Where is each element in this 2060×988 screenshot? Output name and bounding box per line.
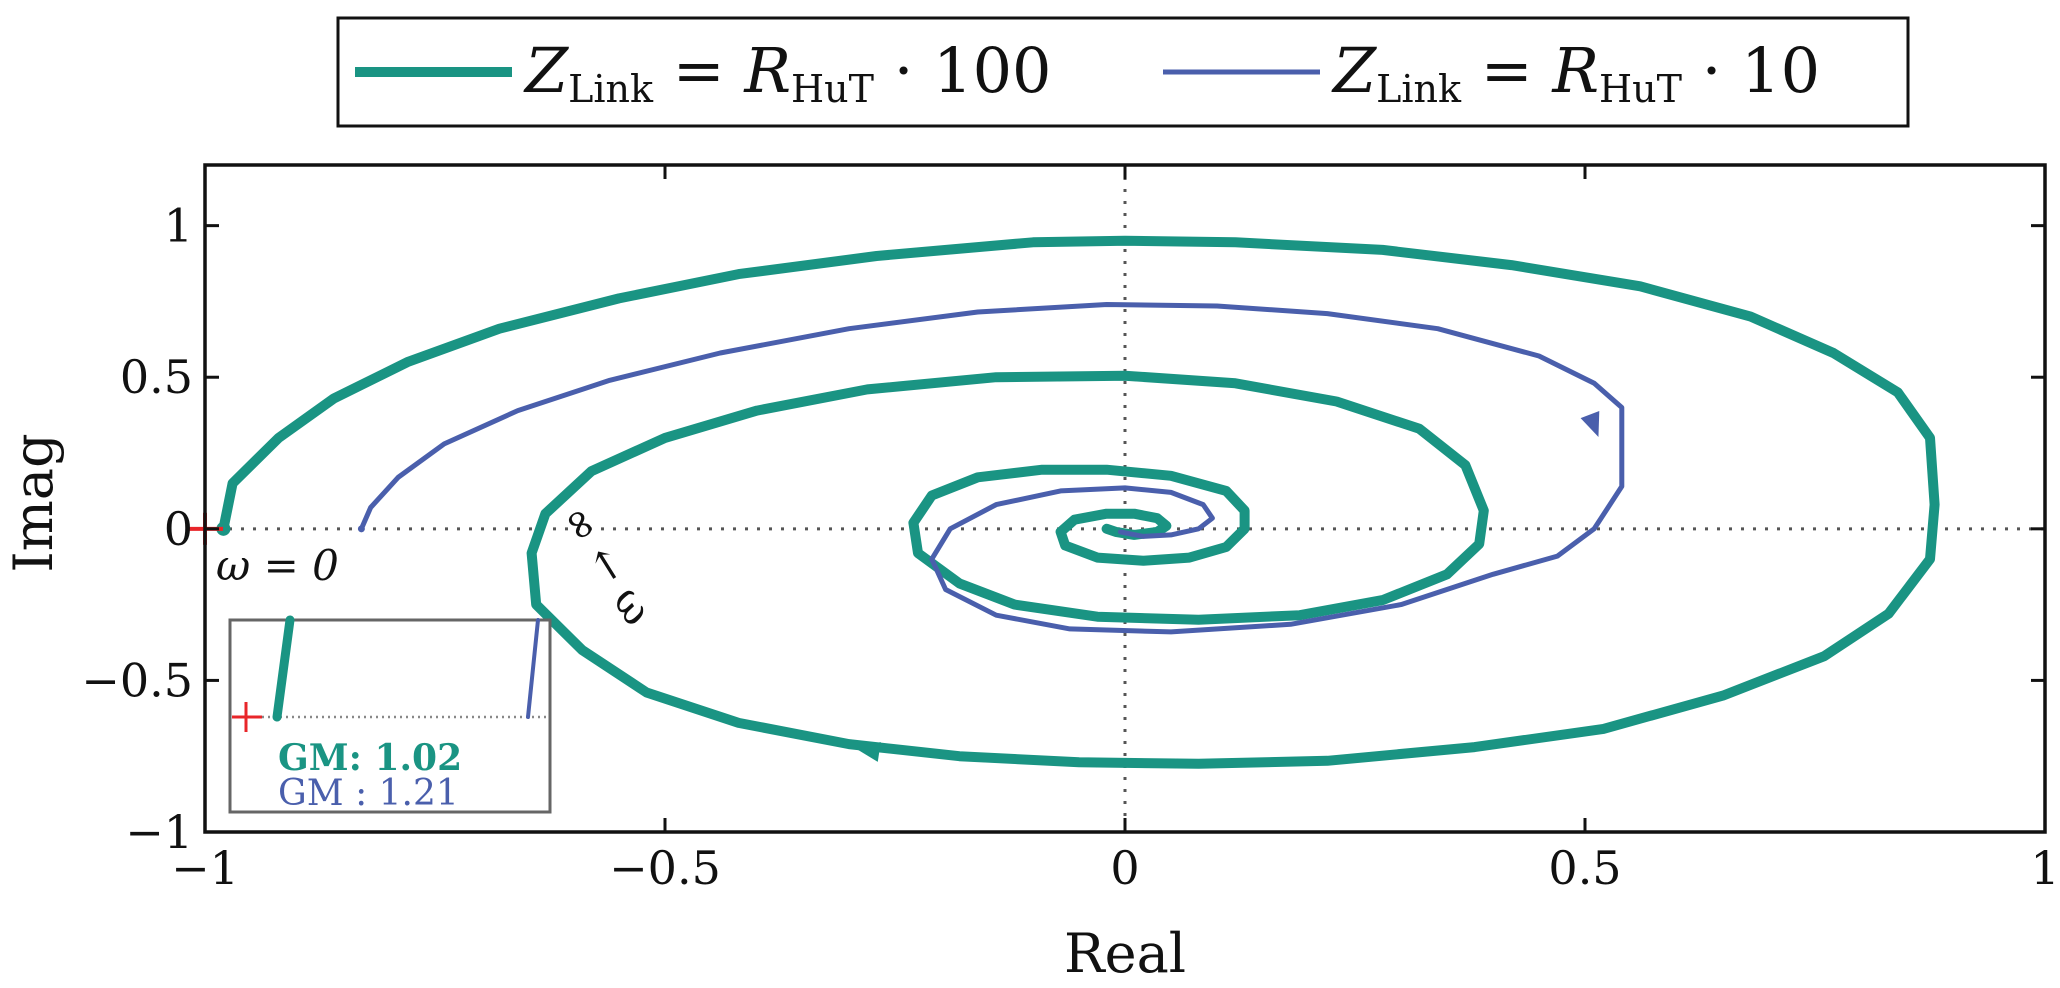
y-tick-label: 0 bbox=[164, 502, 193, 556]
omega-zero-label: ω = 0 bbox=[216, 541, 339, 590]
series-2-arrow bbox=[1580, 410, 1600, 437]
y-tick-label: −0.5 bbox=[81, 653, 193, 707]
y-axis-label: Imag bbox=[2, 433, 65, 572]
y-tick-label: 1 bbox=[164, 199, 193, 253]
x-tick-label: −0.5 bbox=[609, 841, 721, 895]
series-1-arrow bbox=[855, 742, 881, 762]
series-2-start bbox=[357, 525, 365, 533]
legend-label-series-1: ZLink = RHuT · 100 bbox=[523, 34, 1051, 111]
legend-label-series-2: ZLink = RHuT · 10 bbox=[1331, 34, 1820, 111]
series-1-start bbox=[216, 521, 231, 536]
y-tick-label: −1 bbox=[125, 805, 193, 859]
inset-series-1-segment bbox=[272, 615, 295, 722]
x-tick-label: 0 bbox=[1110, 841, 1139, 895]
y-tick-label: 0.5 bbox=[120, 350, 193, 404]
inset-gm-series-2: GM : 1.21 bbox=[278, 773, 459, 814]
x-tick-label: 0.5 bbox=[1548, 841, 1621, 895]
axis-ticks: −1 −0.5 0 0.5 1 −1 −0.5 0 0.5 1 bbox=[81, 165, 2060, 895]
x-tick-label: −1 bbox=[171, 841, 239, 895]
series-1-line bbox=[218, 235, 1940, 769]
x-tick-label: 1 bbox=[2030, 841, 2059, 895]
x-axis-label: Real bbox=[1064, 922, 1186, 985]
plot-area: −1 −0.5 0 0.5 1 −1 −0.5 0 0.5 1 bbox=[81, 163, 2060, 895]
series-layer bbox=[216, 235, 1940, 769]
series-2-line bbox=[358, 302, 1625, 635]
legend-frame bbox=[336, 16, 1910, 128]
omega-infinity-label: ω → ∞ bbox=[552, 496, 663, 633]
inset-series-2-segment bbox=[526, 618, 540, 719]
gain-margin-inset: GM: 1.02 GM : 1.21 bbox=[228, 615, 552, 814]
legend: ZLink = RHuT · 100 ZLink = RHuT · 10 bbox=[336, 16, 1910, 128]
inset-gm-series-1: GM: 1.02 bbox=[278, 737, 462, 779]
